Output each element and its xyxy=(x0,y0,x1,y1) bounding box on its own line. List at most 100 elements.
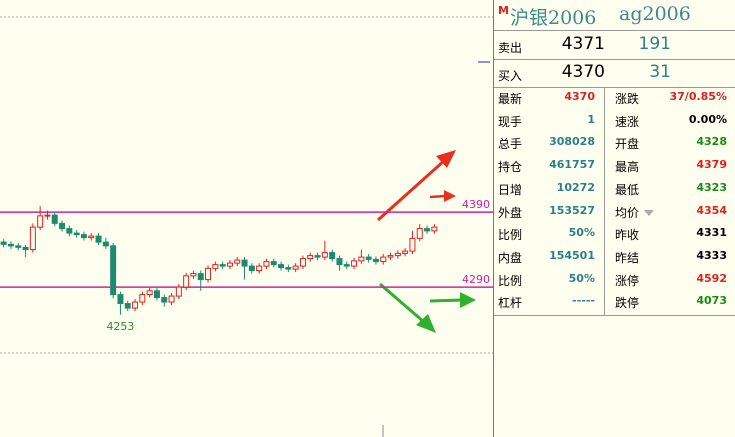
field-value: 4073 xyxy=(696,294,727,308)
candle-body xyxy=(37,215,44,228)
field-label: 杠杆 xyxy=(498,296,523,311)
candle-body xyxy=(66,228,73,234)
candle-body xyxy=(80,234,87,239)
arrow xyxy=(379,282,425,324)
candle-body xyxy=(183,275,190,288)
candle-body xyxy=(44,214,51,217)
badge: M xyxy=(498,4,509,17)
candle-body xyxy=(387,255,394,258)
candle-body xyxy=(146,290,153,296)
field-value: 4354 xyxy=(696,203,727,217)
candle-body xyxy=(0,241,7,245)
candle-body xyxy=(29,226,36,251)
arrow xyxy=(429,298,463,303)
field-value: ----- xyxy=(572,294,595,308)
field-value: 50% xyxy=(568,226,595,240)
field-label: 内盘 xyxy=(498,250,523,265)
candle-body xyxy=(59,222,66,230)
candle-body xyxy=(7,243,14,247)
candle-body xyxy=(15,245,22,248)
instrument-code: ag2006 xyxy=(619,3,691,25)
candle-body xyxy=(365,256,372,260)
candle-body xyxy=(256,265,263,272)
quote-volume: 31 xyxy=(649,62,671,82)
candle-body xyxy=(358,256,365,262)
candle-body xyxy=(351,260,358,267)
dropdown-icon[interactable] xyxy=(644,209,654,216)
field-value: 4323 xyxy=(696,180,727,194)
candle-body xyxy=(226,262,233,267)
candle-body xyxy=(372,258,379,263)
candle-body xyxy=(380,256,387,263)
field-value: 37/0.85% xyxy=(669,90,728,103)
field-label: 昨收 xyxy=(615,228,640,243)
chart: 4390 4290 4253 xyxy=(0,16,493,437)
candle-body xyxy=(307,255,314,260)
candle-body xyxy=(409,237,416,252)
field-value: 10272 xyxy=(556,180,595,194)
field-value: 4592 xyxy=(696,271,727,285)
quote-label: 买入 xyxy=(498,69,523,83)
candle-body xyxy=(278,264,285,269)
field-value: 1 xyxy=(587,112,595,126)
field-label: 比例 xyxy=(498,273,523,288)
arrow-head xyxy=(444,190,456,202)
candle-body xyxy=(22,246,29,251)
candle-body xyxy=(205,267,212,281)
candle-body xyxy=(416,228,423,239)
field-label: 现手 xyxy=(498,114,523,129)
candle-body xyxy=(336,258,343,266)
field-label: 总手 xyxy=(498,137,523,152)
candle-body xyxy=(168,295,175,303)
field-value: 4379 xyxy=(696,158,727,172)
quote-panel: M 沪银2006 ag2006 卖出 4371 191 买入 4370 31 最新 4370 现手 1 总… xyxy=(493,0,735,437)
candle-body xyxy=(219,264,226,267)
field-label: 开盘 xyxy=(615,137,640,152)
divider xyxy=(494,87,735,88)
field-label: 持仓 xyxy=(498,160,523,175)
candle-body xyxy=(51,214,58,224)
candle-body xyxy=(95,235,102,243)
candle-body xyxy=(132,301,139,309)
field-label: 涨停 xyxy=(615,273,640,288)
quote-price: 4370 xyxy=(561,62,605,82)
field-label: 跌停 xyxy=(615,296,640,311)
candle-body xyxy=(153,290,160,299)
field-value: 4370 xyxy=(564,90,595,103)
candle-body xyxy=(241,259,248,267)
candle-body xyxy=(175,286,182,297)
quote-price: 4371 xyxy=(561,34,605,54)
field-value: 4331 xyxy=(696,226,727,240)
candle-body xyxy=(431,226,438,232)
field-label: 涨跌 xyxy=(615,92,640,106)
candle-body xyxy=(292,265,299,270)
low-label: 4253 xyxy=(106,320,134,333)
arrow-head xyxy=(416,314,436,333)
candle-body xyxy=(314,255,321,258)
field-label: 最新 xyxy=(498,92,523,106)
candle-body xyxy=(139,294,146,303)
candle-body xyxy=(263,261,270,267)
field-label: 均价 xyxy=(615,205,640,220)
arrow xyxy=(376,158,447,222)
divider xyxy=(494,315,735,316)
field-label: 比例 xyxy=(498,228,523,243)
field-value: 308028 xyxy=(549,135,595,149)
field-label: 外盘 xyxy=(498,205,523,220)
quote-volume: 191 xyxy=(638,34,671,54)
field-value: 154501 xyxy=(549,248,595,262)
candle-body xyxy=(190,273,197,277)
candle-body xyxy=(117,294,124,305)
candle-body xyxy=(424,228,431,232)
arrow xyxy=(429,194,447,199)
instrument-name: 沪银2006 xyxy=(510,7,597,29)
candle-body xyxy=(234,259,241,264)
reference-label: 4290 xyxy=(462,273,490,286)
candle-body xyxy=(197,273,204,281)
field-label: 最低 xyxy=(615,182,640,197)
candle-body xyxy=(329,252,336,260)
field-label: 昨结 xyxy=(615,250,640,265)
candle-body xyxy=(299,258,306,267)
candle-body xyxy=(248,265,255,272)
arrow-head xyxy=(436,150,456,168)
